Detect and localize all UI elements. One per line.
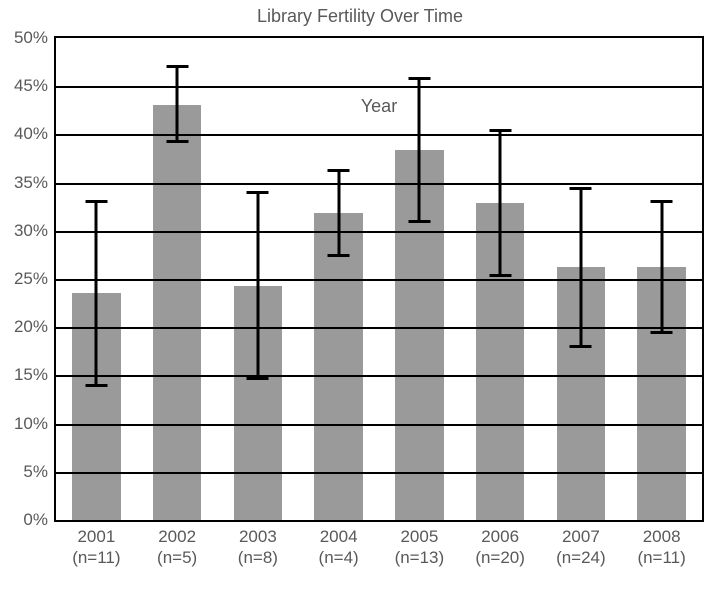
error-bar <box>660 202 663 333</box>
y-tick-label: 45% <box>14 76 56 96</box>
x-tick-label: 2001(n=11) <box>72 526 120 569</box>
bar <box>314 213 362 520</box>
grid-line <box>56 424 702 426</box>
grid-line <box>56 375 702 377</box>
x-tick-label: 2003(n=8) <box>238 526 278 569</box>
y-tick-label: 35% <box>14 173 56 193</box>
grid-line <box>56 472 702 474</box>
x-axis-title: Year <box>56 96 702 117</box>
y-tick-label: 50% <box>14 28 56 48</box>
error-bar <box>499 131 502 276</box>
y-tick-label: 25% <box>14 269 56 289</box>
error-bar <box>579 188 582 346</box>
x-tick-label: 2002(n=5) <box>157 526 197 569</box>
x-tick-label: 2004(n=4) <box>319 526 359 569</box>
x-tick-label: 2006(n=20) <box>475 526 525 569</box>
grid-line <box>56 279 702 281</box>
y-tick-label: 40% <box>14 124 56 144</box>
plot-area: 2001(n=11)2002(n=5)2003(n=8)2004(n=4)200… <box>54 36 704 522</box>
bar <box>153 105 201 520</box>
y-tick-label: 20% <box>14 317 56 337</box>
chart-container: Library Fertility Over Time 2001(n=11)20… <box>0 0 720 610</box>
y-tick-label: 0% <box>23 510 56 530</box>
grid-line <box>56 86 702 88</box>
error-bar <box>95 202 98 385</box>
grid-line <box>56 183 702 185</box>
y-tick-label: 5% <box>23 462 56 482</box>
grid-line <box>56 327 702 329</box>
x-tick-label: 2007(n=24) <box>556 526 606 569</box>
y-tick-label: 15% <box>14 365 56 385</box>
grid-line <box>56 231 702 233</box>
chart-title: Library Fertility Over Time <box>0 6 720 27</box>
y-tick-label: 30% <box>14 221 56 241</box>
y-tick-label: 10% <box>14 414 56 434</box>
grid-line <box>56 134 702 136</box>
x-tick-label: 2008(n=11) <box>637 526 685 569</box>
x-tick-label: 2005(n=13) <box>395 526 445 569</box>
error-bar <box>256 192 259 378</box>
